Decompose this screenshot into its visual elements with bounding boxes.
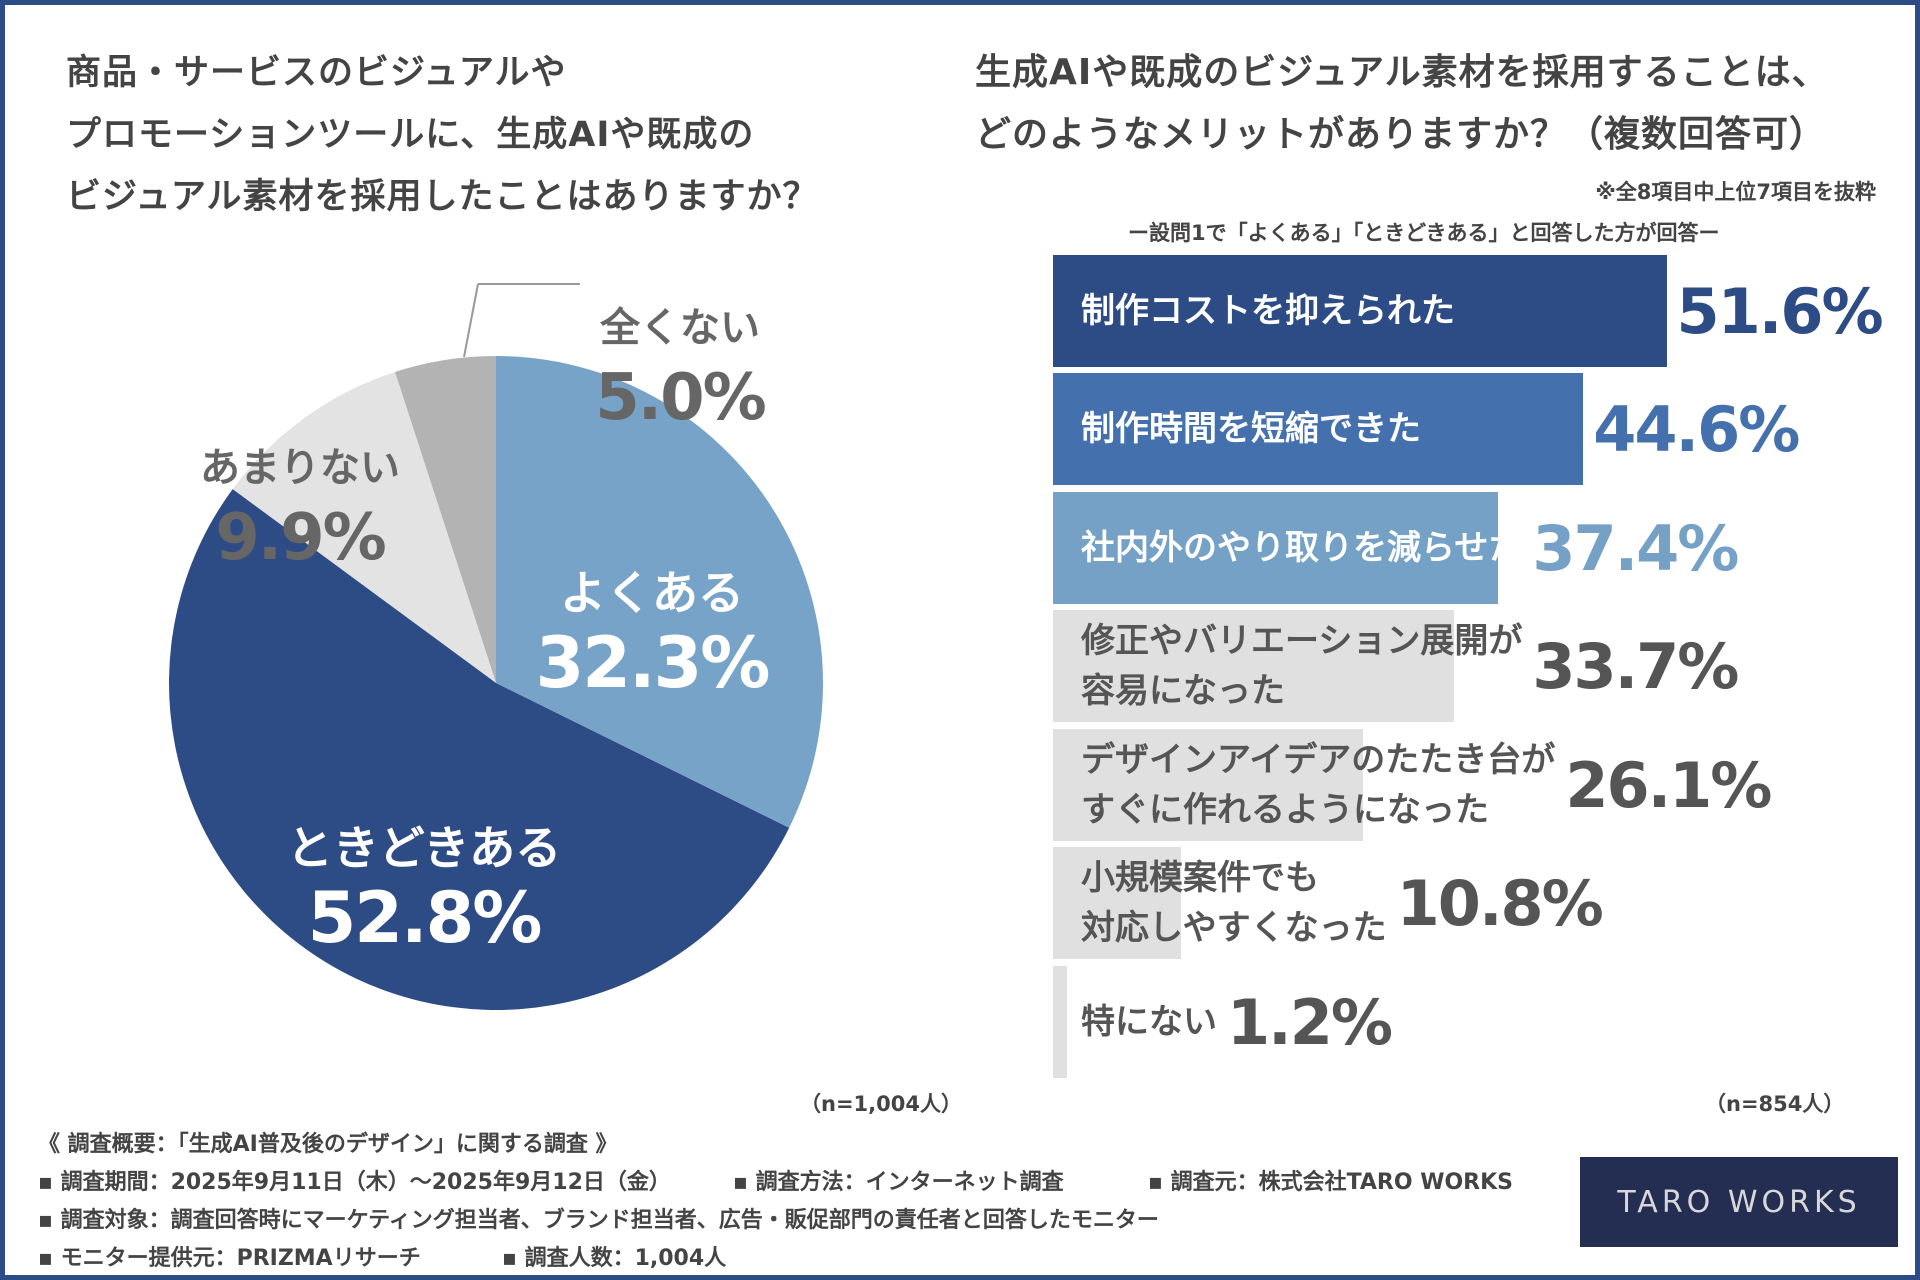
bar (1053, 373, 1584, 485)
slice-category: あまりない (200, 445, 400, 491)
pie-slice (496, 356, 823, 828)
slice-category: 全くない (600, 305, 760, 351)
footer-period: ▪ 調査期間：2025年9月11日（木）～2025年9月12日（金） (38, 1170, 671, 1195)
footer-source: ▪ 調査元：株式会社TARO WORKS (1148, 1170, 1513, 1195)
bar (1053, 255, 1667, 367)
bar-value: 37.4% (1532, 511, 1739, 585)
pie-slice (169, 489, 790, 1011)
bar-value: 1.2% (1227, 985, 1393, 1059)
bar (1053, 966, 1068, 1078)
bar (1053, 610, 1454, 722)
bar-label: 修正やバリエーション展開が 容易になった (1081, 621, 1523, 711)
taro-works-logo: TARO WORKS (1580, 1157, 1898, 1247)
bar-row: 修正やバリエーション展開が 容易になった 33.7% (1053, 610, 1739, 722)
bar (1053, 492, 1498, 604)
bar-row: 制作時間を短縮できた 44.6% (1053, 373, 1800, 485)
right-subnote: ー設問1で「よくある」「ときどきある」と回答した方が回答ー (1128, 221, 1720, 245)
pie-slice-label: あまりない 9.9% (200, 440, 400, 580)
pie-slice-label: ときどきある 52.8% (287, 820, 562, 960)
right-title: 生成AIや既成のビジュアル素材を採用することは、 どのようなメリットがありますか… (975, 52, 1829, 155)
footer-count: ▪ 調査人数：1,004人 (502, 1246, 727, 1271)
bar-label: 小規模案件でも 対応しやすくなった (1081, 858, 1387, 948)
bar-value: 51.6% (1676, 274, 1884, 348)
bar-row: デザインアイデアのたたき台が すぐに作れるようになった 26.1% (1053, 729, 1772, 841)
bar-value: 26.1% (1565, 748, 1772, 822)
bar-value: 44.6% (1593, 392, 1800, 466)
slice-value: 52.8% (307, 877, 543, 959)
slice-category: ときどきある (286, 821, 562, 875)
bar (1053, 729, 1364, 841)
bar-row: 制作コストを抑えられた 51.6% (1053, 255, 1884, 367)
footer-heading: 《 調査概要：「生成AI普及後のデザイン」に関する調査 》 (38, 1132, 618, 1157)
slice-value: 32.3% (535, 622, 771, 704)
bar-row: 社内外のやり取りを減らせた 37.4% (1053, 492, 1739, 604)
bar-value: 33.7% (1532, 629, 1739, 703)
leader-line (463, 283, 479, 358)
pie-slice (232, 372, 497, 683)
footer-provider: ▪ モニター提供元：PRIZMAリサーチ (38, 1246, 421, 1271)
slice-value: 9.9% (215, 501, 387, 575)
bar-value: 10.8% (1396, 866, 1604, 940)
right-sample-size: （n=854人） (1705, 1092, 1845, 1116)
footer-method: ▪ 調査方法：インターネット調査 (733, 1170, 1064, 1195)
bar-label: デザインアイデアのたたき台が すぐに作れるようになった (1081, 740, 1556, 830)
footer-target: ▪ 調査対象：調査回答時にマーケティング担当者、ブランド担当者、広告・販促部門の… (38, 1208, 1159, 1233)
pie-chart (169, 283, 823, 1011)
slice-category: よくある (559, 566, 744, 620)
bar (1053, 847, 1182, 959)
slice-value: 5.0% (595, 361, 766, 435)
bar-row: 小規模案件でも 対応しやすくなった 10.8% (1053, 847, 1604, 959)
bar-label: 特にない (1081, 1002, 1217, 1042)
pie-slice-label: 全くない 5.0% (595, 300, 766, 440)
bar-label: 社内外のやり取りを減らせた (1081, 528, 1523, 568)
right-note: ※全8項目中上位7項目を抜粋 (1595, 180, 1876, 204)
pie-slice (394, 356, 496, 683)
pie-slice-label: よくある 32.3% (535, 565, 771, 705)
left-sample-size: （n=1,004人） (800, 1092, 962, 1116)
bar-label: 制作コストを抑えられた (1081, 291, 1455, 331)
bar-label: 制作時間を短縮できた (1081, 409, 1421, 449)
bar-row: 特にない 1.2% (1053, 966, 1393, 1078)
left-title: 商品・サービスのビジュアルや プロモーションツールに、生成AIや既成の ビジュア… (66, 53, 819, 217)
